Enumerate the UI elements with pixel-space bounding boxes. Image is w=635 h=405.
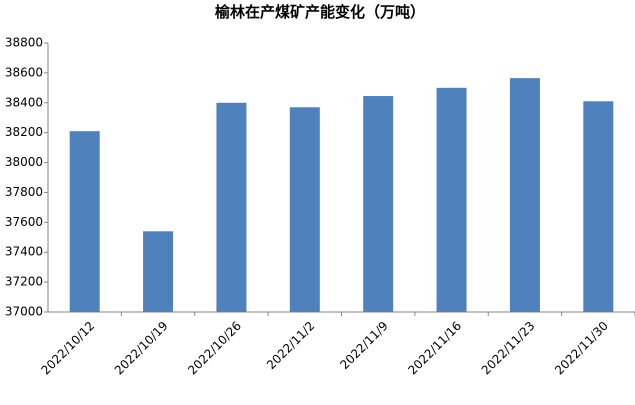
x-tick-label: 2022/11/9 — [337, 319, 390, 372]
y-tick-label: 38200 — [5, 125, 43, 139]
bar — [69, 131, 100, 312]
y-tick-label: 37200 — [5, 275, 43, 289]
x-tick-label: 2022/11/23 — [479, 319, 538, 378]
y-tick-label: 37800 — [5, 185, 43, 199]
bar — [289, 107, 320, 312]
y-tick-label: 37600 — [5, 215, 43, 229]
bar — [216, 102, 247, 313]
y-tick-label: 37000 — [5, 305, 43, 319]
bar — [143, 231, 174, 312]
y-tick-label: 37400 — [5, 245, 43, 259]
bar — [583, 101, 614, 313]
bar — [436, 87, 467, 312]
bar — [509, 78, 540, 312]
y-tick-label: 38800 — [5, 36, 43, 50]
y-tick-label: 38600 — [5, 65, 43, 79]
x-tick-label: 2022/11/16 — [405, 319, 464, 378]
x-tick-label: 2022/11/2 — [264, 319, 317, 372]
x-tick-label: 2022/10/26 — [185, 319, 244, 378]
y-tick-label: 38000 — [5, 155, 43, 169]
x-tick-label: 2022/10/19 — [112, 319, 171, 378]
bar — [363, 96, 394, 312]
chart-title: 榆林在产煤矿产能变化（万吨） — [215, 3, 425, 21]
y-tick-label: 38400 — [5, 95, 43, 109]
x-tick-label: 2022/11/30 — [552, 319, 611, 378]
x-tick-label: 2022/10/12 — [38, 319, 97, 378]
